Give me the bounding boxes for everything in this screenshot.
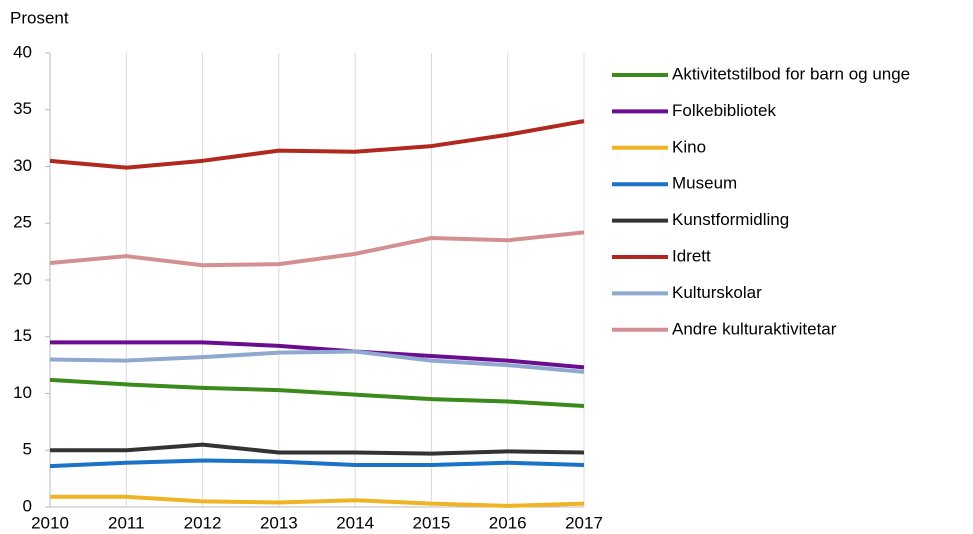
legend-label: Kunstformidling bbox=[672, 210, 789, 229]
legend-label: Museum bbox=[672, 174, 737, 193]
series-line bbox=[50, 442, 585, 456]
series-line bbox=[50, 494, 585, 508]
series-line bbox=[49, 458, 585, 469]
y-tick-label: 25 bbox=[13, 213, 32, 232]
y-tick-label: 5 bbox=[23, 440, 32, 459]
legend-label: Folkebibliotek bbox=[672, 101, 776, 120]
x-tick-label: 2012 bbox=[184, 513, 222, 532]
series-line bbox=[49, 377, 585, 408]
y-tick-label: 10 bbox=[13, 383, 32, 402]
series-line bbox=[49, 349, 585, 374]
y-axis-label: Prosent bbox=[10, 8, 69, 27]
x-tick-label: 2014 bbox=[336, 513, 374, 532]
x-tick-label: 2010 bbox=[31, 513, 69, 532]
x-tick-label: 2016 bbox=[489, 513, 527, 532]
y-tick-label: 35 bbox=[13, 99, 32, 118]
legend-label: Kulturskolar bbox=[672, 283, 762, 302]
y-tick-label: 30 bbox=[13, 156, 32, 175]
x-tick-label: 2015 bbox=[413, 513, 451, 532]
legend-label: Aktivitetstilbod for barn og unge bbox=[672, 64, 910, 83]
series-line bbox=[49, 230, 585, 268]
y-tick-label: 0 bbox=[23, 496, 32, 515]
x-tick-label: 2011 bbox=[108, 513, 145, 532]
series-line bbox=[49, 119, 585, 170]
y-tick-label: 40 bbox=[13, 42, 32, 61]
legend-label: Andre kulturaktivitetar bbox=[672, 319, 837, 338]
legend-label: Kino bbox=[672, 137, 706, 156]
series-line bbox=[50, 340, 585, 370]
y-tick-label: 15 bbox=[13, 326, 32, 345]
legend-label: Idrett bbox=[672, 246, 711, 265]
x-tick-label: 2013 bbox=[260, 513, 298, 532]
y-tick-label: 20 bbox=[13, 269, 32, 288]
x-tick-label: 2017 bbox=[565, 513, 603, 532]
